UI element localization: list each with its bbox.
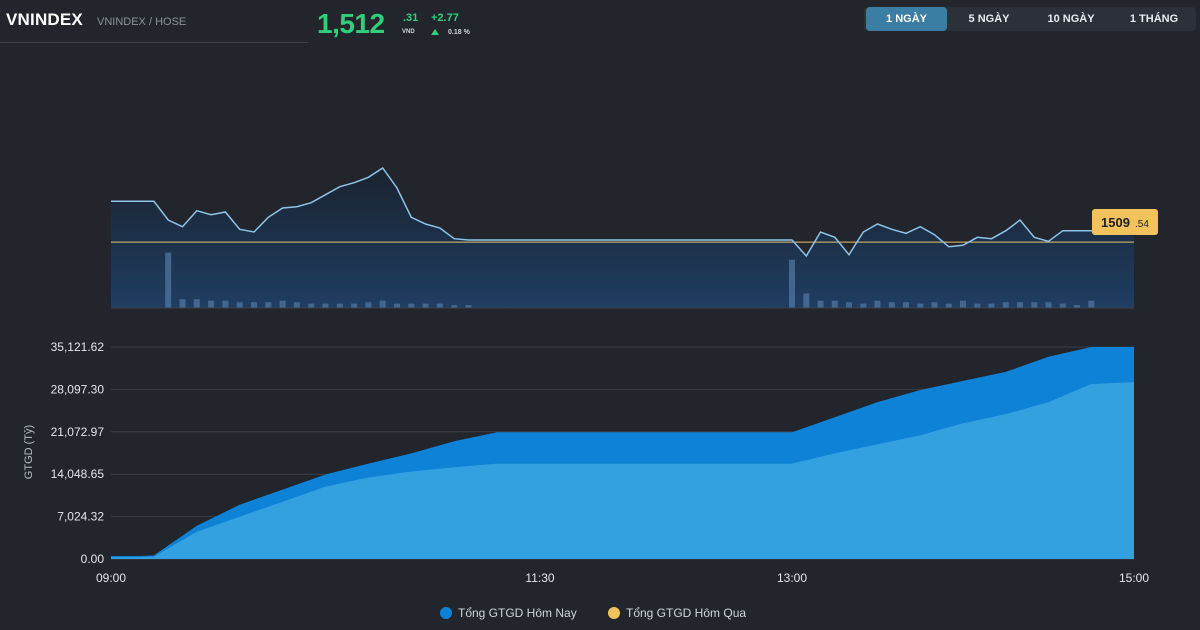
price-unit: VND xyxy=(402,29,415,35)
y-tick-label: 14,048.65 xyxy=(51,467,105,481)
y-axis-ticks: 0.00 7,024.32 14,048.65 21,072.97 28,097.30 3… xyxy=(51,340,105,566)
volume-bar xyxy=(874,300,881,308)
y-tick-label: 7,024.32 xyxy=(57,510,104,524)
volume-bar xyxy=(945,303,952,308)
legend-item-yesterday[interactable]: Tổng GTGD Hôm Qua xyxy=(608,604,768,622)
volume-bar xyxy=(208,300,215,308)
volume-bar xyxy=(960,300,966,308)
legend: Tổng GTGD Hôm Nay Tổng GTGD Hôm Qua xyxy=(0,604,1200,622)
value-chart: 0.00 7,024.32 14,048.65 21,072.97 28,097.30 3… xyxy=(23,340,1149,585)
volume-bar xyxy=(888,302,895,308)
volume-bar xyxy=(1017,302,1023,308)
volume-bar xyxy=(465,305,472,308)
volume-bar xyxy=(436,303,443,308)
volume-bar xyxy=(193,299,200,308)
price-integer: 1,512 xyxy=(317,8,385,39)
legend-label-today: Tổng GTGD Hôm Nay xyxy=(458,606,577,620)
legend-dot-yesterday xyxy=(608,607,620,619)
y-tick-label: 35,121.62 xyxy=(51,340,105,354)
volume-bar xyxy=(165,252,172,308)
x-tick-label: 13:00 xyxy=(777,571,807,585)
volume-bar xyxy=(860,303,867,308)
legend-item-today[interactable]: Tổng GTGD Hôm Nay xyxy=(440,604,600,622)
volume-bar xyxy=(279,300,286,308)
volume-bar xyxy=(179,299,186,308)
x-tick-label: 11:30 xyxy=(525,571,554,585)
header: VNINDEX VNINDEX / HOSE 1,512 .31 VND +2.… xyxy=(0,0,1200,44)
volume-bar xyxy=(308,303,315,308)
price-line xyxy=(111,166,1134,258)
volume-bar xyxy=(336,303,343,308)
y-tick-label: 0.00 xyxy=(81,552,105,566)
price-change-percent: 0.18 % xyxy=(448,29,470,36)
volume-bar xyxy=(365,302,372,308)
volume-bar xyxy=(931,302,938,308)
volume-bar xyxy=(394,303,400,308)
volume-bar xyxy=(903,302,909,308)
series-area-yesterday xyxy=(111,382,1134,559)
volume-bar xyxy=(988,303,995,308)
volume-bar xyxy=(846,302,852,308)
arrow-up-icon xyxy=(431,29,439,35)
x-tick-label: 15:00 xyxy=(1119,571,1149,585)
x-tick-label: 09:00 xyxy=(96,571,126,585)
volume-bar xyxy=(1088,300,1095,308)
volume-bar xyxy=(222,300,229,308)
volume-bar xyxy=(817,300,824,308)
volume-bar xyxy=(1045,302,1052,308)
y-tick-label: 28,097.30 xyxy=(51,382,105,396)
tab-10-days[interactable]: 10 NGÀY xyxy=(1047,13,1095,25)
exchange-label: VNINDEX / HOSE xyxy=(97,16,187,28)
price-change: +2.77 xyxy=(431,12,459,24)
volume-bar xyxy=(831,300,838,308)
tab-5-days[interactable]: 5 NGÀY xyxy=(968,13,1010,25)
y-axis-label: GTGD (Tỷ) xyxy=(23,425,35,479)
range-tabs: 1 NGÀY 5 NGÀY 10 NGÀY 1 THÁNG xyxy=(864,7,1196,31)
volume-bar xyxy=(1002,302,1009,308)
header-divider xyxy=(0,42,308,43)
tab-1-day[interactable]: 1 NGÀY xyxy=(866,7,947,31)
volume-bar xyxy=(803,293,810,308)
volume-bars xyxy=(165,252,1095,308)
x-axis-ticks: 09:00 11:30 13:00 15:00 xyxy=(96,571,1149,585)
legend-label-yesterday: Tổng GTGD Hôm Qua xyxy=(626,606,747,620)
reference-label-int: 1509 xyxy=(1101,215,1130,230)
volume-bar xyxy=(422,303,429,308)
volume-bar xyxy=(293,302,300,308)
volume-bar xyxy=(379,300,386,308)
volume-bar xyxy=(236,302,243,308)
reference-badge: 1509 .54 xyxy=(1092,209,1158,235)
volume-bar xyxy=(1059,303,1066,308)
price-area xyxy=(111,168,1134,308)
price-chart: 1509 .54 xyxy=(111,166,1158,309)
volume-bar xyxy=(974,303,981,308)
reference-label-dec: .54 xyxy=(1135,219,1149,230)
volume-bar xyxy=(789,259,795,308)
volume-bar xyxy=(322,303,329,308)
volume-bar xyxy=(408,303,415,308)
price-decimal: .31 xyxy=(403,12,419,24)
ticker-symbol: VNINDEX xyxy=(6,10,83,29)
volume-bar xyxy=(1074,305,1080,308)
tab-1-month[interactable]: 1 THÁNG xyxy=(1129,13,1179,25)
volume-bar xyxy=(251,302,257,308)
volume-bar xyxy=(265,302,272,308)
volume-bar xyxy=(1031,302,1038,308)
legend-dot-today xyxy=(440,607,452,619)
volume-bar xyxy=(917,303,924,308)
y-tick-label: 21,072.97 xyxy=(51,425,105,439)
volume-bar xyxy=(351,303,358,308)
volume-bar xyxy=(451,305,458,308)
